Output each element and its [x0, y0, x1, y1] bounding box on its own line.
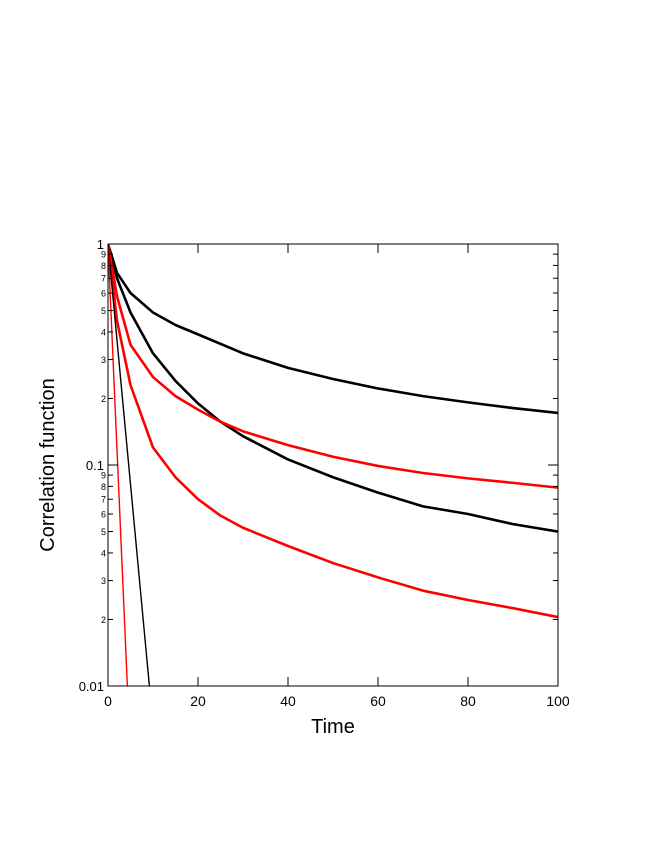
y-minor-tick-label: 4 — [101, 548, 106, 558]
y-minor-tick-label: 2 — [101, 394, 106, 404]
y-minor-tick-label: 3 — [101, 576, 106, 586]
y-minor-tick-label: 7 — [101, 274, 106, 284]
x-tick-label: 80 — [460, 693, 476, 709]
y-minor-tick-label: 8 — [101, 482, 106, 492]
series-line-1 — [108, 244, 558, 415]
y-minor-tick-label: 8 — [101, 261, 106, 271]
series-line-4 — [108, 244, 558, 619]
y-major-tick-label: 1 — [97, 237, 104, 252]
y-minor-tick-label: 3 — [101, 355, 106, 365]
y-axis-label: Correlation function — [37, 378, 59, 551]
series-line-2 — [108, 244, 558, 533]
series-line-5 — [108, 244, 151, 686]
y-minor-tick-label: 5 — [101, 527, 106, 537]
x-axis-ticks: 0 20 40 60 80 100 — [104, 244, 570, 709]
plot-frame — [107, 243, 559, 687]
y-minor-tick-label: 4 — [101, 327, 106, 337]
y-major-tick-label: 0.1 — [86, 458, 104, 473]
y-minor-tick-label: 5 — [101, 306, 106, 316]
y-minor-tick-label: 2 — [101, 615, 106, 625]
x-axis-label: Time — [311, 716, 355, 738]
x-tick-label: 60 — [370, 693, 386, 709]
x-tick-label: 40 — [280, 693, 296, 709]
y-minor-tick-label: 9 — [101, 250, 106, 260]
y-minor-tick-label: 6 — [101, 510, 106, 520]
y-minor-tick-label: 7 — [101, 495, 106, 505]
x-tick-label: 0 — [104, 693, 112, 709]
x-tick-label: 100 — [546, 693, 570, 709]
series-layer — [108, 244, 558, 686]
y-minor-tick-label: 6 — [101, 289, 106, 299]
y-major-tick-label: 0.01 — [79, 679, 104, 694]
series-line-3 — [108, 244, 558, 489]
y-minor-tick-label: 9 — [101, 471, 106, 481]
x-tick-label: 20 — [190, 693, 206, 709]
